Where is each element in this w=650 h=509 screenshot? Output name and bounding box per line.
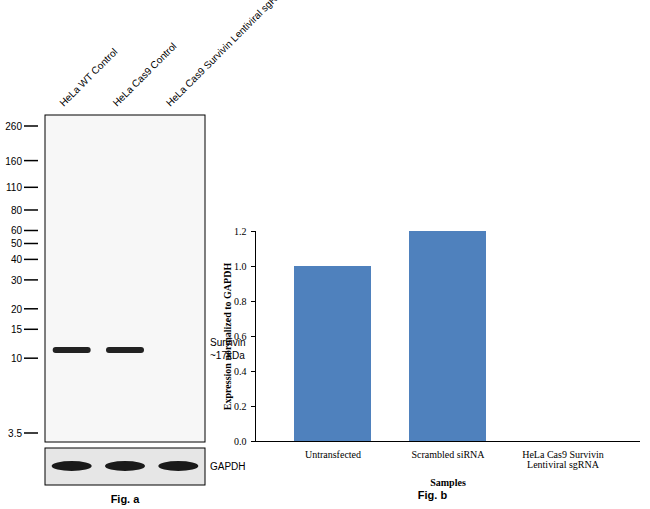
svg-text:Scrambled siRNA: Scrambled siRNA (411, 449, 485, 460)
svg-text:HeLa Cas9 Survivin Lentiviral: HeLa Cas9 Survivin Lentiviral sgRNA (164, 0, 289, 108)
svg-text:15: 15 (11, 324, 23, 335)
svg-text:30: 30 (11, 275, 23, 286)
svg-text:40: 40 (11, 254, 23, 265)
svg-text:Expression normalized to GAPDH: Expression normalized to GAPDH (222, 263, 233, 411)
svg-text:~17kDa: ~17kDa (210, 350, 245, 361)
svg-text:60: 60 (11, 225, 23, 236)
svg-text:HeLa Cas9 SurvivinLentiviral s: HeLa Cas9 SurvivinLentiviral sgRNA (522, 449, 604, 470)
svg-text:260: 260 (5, 121, 22, 132)
svg-text:HeLa Cas9 Control: HeLa Cas9 Control (110, 40, 179, 109)
svg-text:110: 110 (6, 182, 22, 193)
svg-text:0.8: 0.8 (234, 296, 247, 307)
svg-text:50: 50 (11, 238, 23, 249)
svg-text:Fig. a: Fig. a (111, 493, 141, 505)
svg-text:Untransfected: Untransfected (305, 449, 361, 460)
svg-text:160: 160 (5, 156, 22, 167)
svg-text:0.6: 0.6 (234, 331, 247, 342)
svg-text:HeLa WT Control: HeLa WT Control (57, 46, 119, 108)
svg-text:1.2: 1.2 (234, 226, 247, 237)
svg-text:1.0: 1.0 (234, 261, 247, 272)
svg-text:20: 20 (11, 304, 23, 315)
svg-text:0.2: 0.2 (234, 401, 247, 412)
svg-text:80: 80 (11, 205, 23, 216)
svg-text:GAPDH: GAPDH (210, 461, 246, 472)
svg-text:0.0: 0.0 (234, 436, 247, 447)
svg-text:Samples: Samples (430, 477, 466, 488)
svg-text:0.4: 0.4 (234, 366, 247, 377)
svg-text:10: 10 (11, 353, 23, 364)
html-text:Fig. b: Fig. b (417, 489, 448, 501)
svg-text:3.5: 3.5 (8, 428, 22, 439)
